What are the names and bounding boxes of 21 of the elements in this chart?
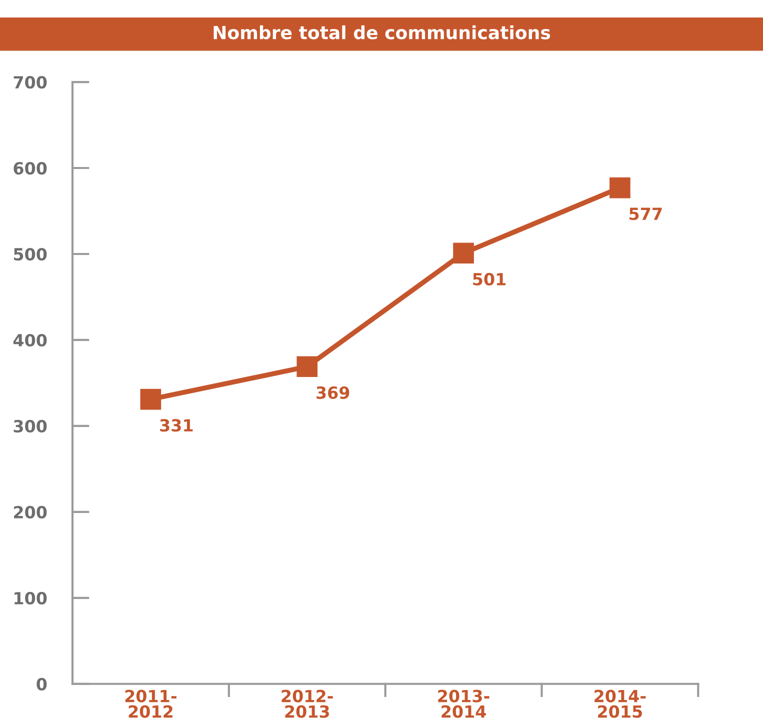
point	[140, 388, 162, 410]
x-tick-label: 2013- 2014	[438, 690, 490, 718]
x-tick-label: 2011- 2012	[125, 690, 176, 718]
y-tick-label: 400	[13, 334, 47, 347]
data-label: 501	[473, 272, 506, 286]
y-tick-label: 0	[36, 678, 47, 690]
x-tick-label: 2014- 2015	[594, 690, 646, 718]
point	[610, 177, 630, 198]
y-tick-label: 300	[14, 420, 47, 433]
data-label: 369	[316, 386, 350, 399]
y-tick-label: 100	[14, 592, 47, 604]
y-tick-label: 500	[14, 248, 47, 261]
y-tick-label: 600	[14, 162, 47, 175]
y-tick-label: 200	[14, 506, 47, 519]
data-label: 577	[630, 208, 662, 220]
data-label: 331	[160, 419, 193, 432]
point	[296, 356, 318, 378]
point	[453, 242, 474, 264]
x-tick-label: 2012- 2013	[282, 690, 333, 718]
chart-title: Nombre total de communications	[214, 25, 550, 40]
y-tick-label: 700	[14, 76, 47, 89]
